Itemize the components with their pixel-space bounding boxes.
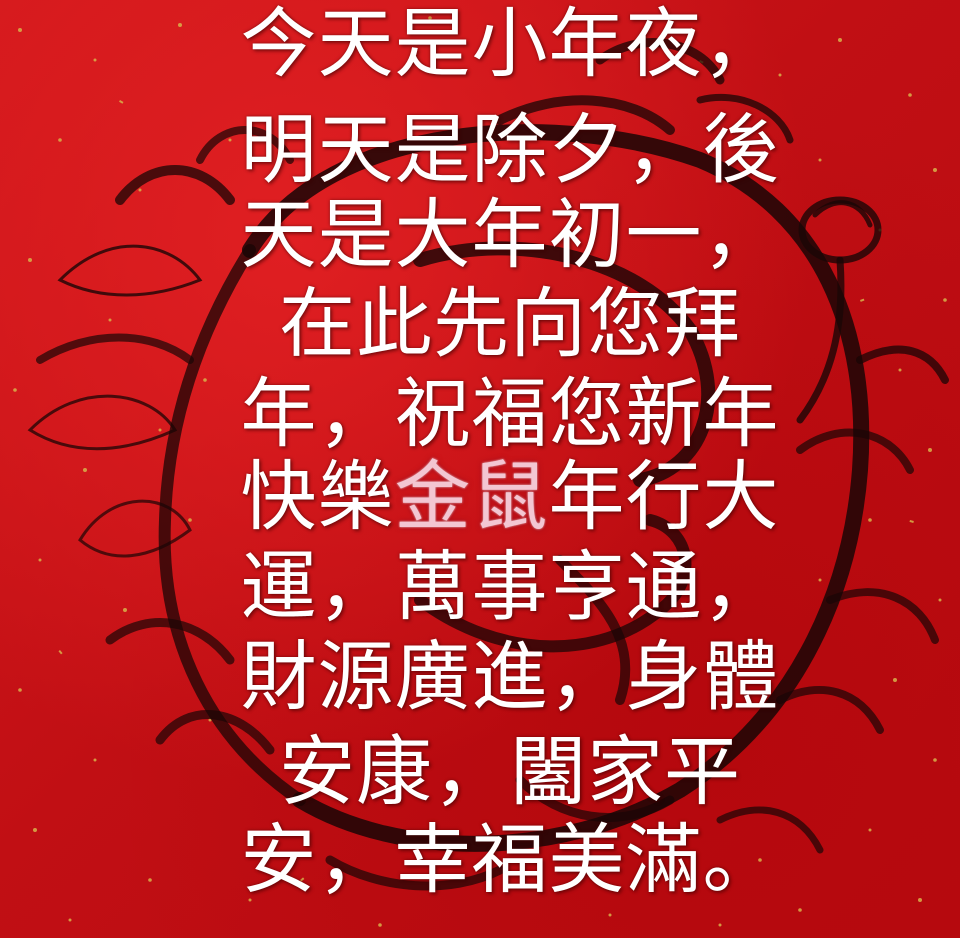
- greeting-line-6-end: 年行大: [548, 452, 780, 541]
- greeting-line-6: 快樂金鼠年行大: [0, 455, 960, 539]
- greeting-line-3: 天是大年初一，: [240, 190, 780, 279]
- golden-rat-highlight: 金鼠: [394, 452, 549, 541]
- greeting-line-5: 年，祝福您新年: [240, 369, 780, 458]
- greeting-line-4: 在此先向您拜: [279, 279, 741, 368]
- greeting-line-10: 安，幸福美滿。: [240, 815, 780, 904]
- greeting-line-6-start: 快樂: [240, 452, 395, 541]
- greeting-line-9: 安康，闔家平: [279, 727, 741, 816]
- greeting-line-1: 今天是小年夜，: [240, 0, 780, 88]
- greeting-line-7: 運，萬事亨通，: [240, 542, 780, 631]
- greeting-line-2: 明天是除夕，後: [240, 105, 780, 194]
- greeting-line-8: 財源廣進，身體: [240, 632, 780, 721]
